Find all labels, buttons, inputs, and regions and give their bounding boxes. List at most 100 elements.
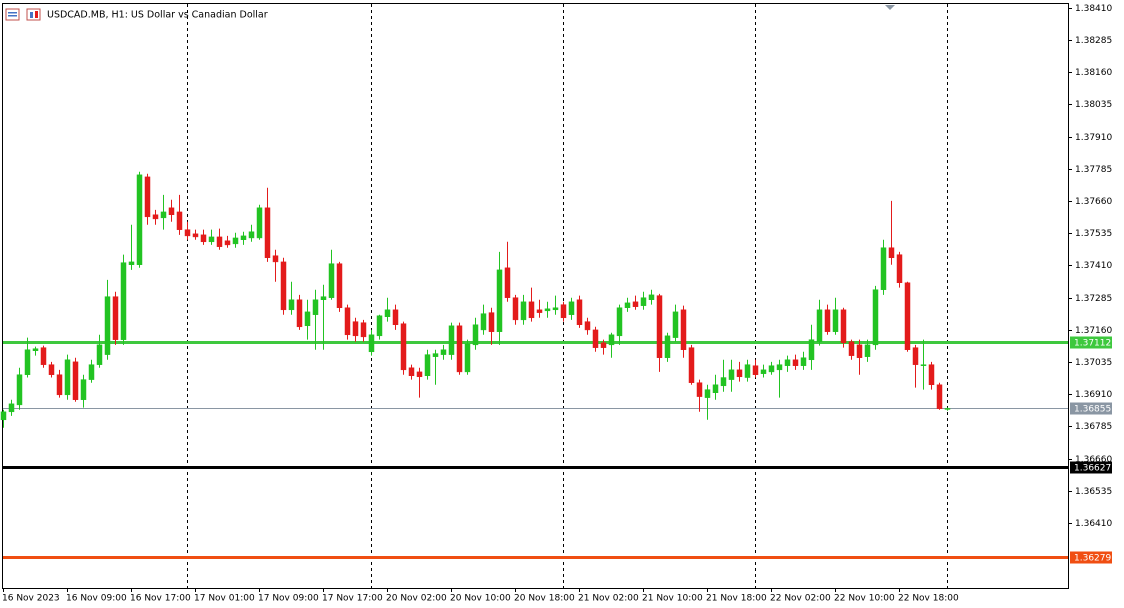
candle-body (528, 301, 535, 319)
candle-body (232, 237, 239, 245)
x-tick-label: 22 Nov 10:00 (834, 594, 895, 604)
candle-body (112, 296, 119, 340)
candle-body (0, 411, 7, 421)
candle-body (408, 367, 415, 376)
candle-body (496, 269, 503, 332)
candle-body (176, 211, 183, 230)
candle-body (936, 384, 943, 409)
candle-body (504, 267, 511, 298)
candle-body (424, 354, 431, 376)
candle-body (96, 344, 103, 365)
candle-body (920, 364, 927, 366)
x-tick-label: 17 Nov 17:00 (322, 594, 383, 604)
candle-body (648, 294, 655, 301)
candle-body (928, 364, 935, 386)
candle-body (320, 296, 327, 301)
candle-body (16, 374, 23, 406)
y-tick-label: 1.38285 (1075, 36, 1112, 46)
candle-body (384, 309, 391, 318)
level-label-box (1070, 402, 1112, 415)
candle-body (248, 231, 255, 239)
candle-body (712, 384, 719, 393)
x-tick-label: 21 Nov 02:00 (578, 594, 639, 604)
candle-body (808, 339, 815, 361)
y-tick-label: 1.38410 (1075, 4, 1112, 14)
y-tick-label: 1.38160 (1075, 68, 1112, 78)
candle-body (760, 369, 767, 374)
candle-body (768, 365, 775, 373)
candle-body (800, 357, 807, 366)
candle-body (136, 174, 143, 265)
level-label: 1.36855 (1074, 405, 1111, 415)
candle-body (568, 301, 575, 315)
candle-body (400, 323, 407, 371)
candle-body (352, 321, 359, 337)
y-tick-label: 1.38035 (1075, 100, 1112, 110)
candle-body (896, 254, 903, 283)
candle-body (824, 309, 831, 332)
candle-body (24, 349, 31, 375)
level-label: 1.36279 (1074, 554, 1111, 564)
y-tick-label: 1.37660 (1075, 197, 1112, 207)
x-tick-label: 22 Nov 18:00 (898, 594, 959, 604)
candle-body (792, 359, 799, 366)
candle-body (464, 343, 471, 373)
candle-body (208, 236, 215, 243)
candle-body (480, 313, 487, 331)
candle-body (48, 364, 55, 375)
candle-body (304, 311, 311, 327)
candle-body (840, 309, 847, 344)
candle-body (536, 309, 543, 313)
candle-body (616, 307, 623, 337)
y-tick-label: 1.36535 (1075, 487, 1112, 497)
candle-body (672, 311, 679, 338)
candle-body (104, 296, 111, 355)
y-tick-label: 1.36910 (1075, 390, 1112, 400)
candle-body (296, 299, 303, 328)
candle-body (152, 214, 159, 220)
day-separators (187, 4, 948, 588)
plot-border (2, 3, 1069, 589)
candle-body (416, 371, 423, 378)
candle-body (160, 211, 167, 219)
candle-body (656, 295, 663, 358)
icon (26, 8, 41, 21)
y-tick-label: 1.36410 (1075, 519, 1112, 529)
candle-body (216, 236, 223, 247)
x-tick-label: 21 Nov 10:00 (642, 594, 703, 604)
candle-body (728, 369, 735, 380)
candle-body (336, 263, 343, 308)
level-label: 1.36627 (1074, 464, 1111, 474)
candle-body (816, 309, 823, 342)
candle-body (64, 359, 71, 396)
candle-body (904, 282, 911, 350)
x-tick-label: 16 Nov 09:00 (66, 594, 127, 604)
candle-body (32, 348, 39, 352)
candle-body (344, 307, 351, 336)
candle-body (600, 342, 607, 348)
candle-body (744, 364, 751, 378)
candle-body (880, 247, 887, 290)
icon-part (8, 12, 17, 14)
candle-body (272, 255, 279, 263)
candle-body (696, 382, 703, 397)
candle-body (560, 304, 567, 319)
candle-body (520, 301, 527, 321)
candle-body (608, 334, 615, 346)
candle-body (432, 353, 439, 357)
candle-body (632, 301, 639, 307)
candle-body (832, 309, 839, 332)
x-tick-label: 16 Nov 17:00 (130, 594, 191, 604)
candle-body (472, 324, 479, 346)
candle-body (88, 364, 95, 380)
candle-body (888, 247, 895, 259)
candle-body (552, 307, 559, 311)
candle-body (368, 334, 375, 353)
icon (5, 8, 20, 21)
candle-body (392, 309, 399, 325)
candle-body (224, 240, 231, 246)
x-tick-label: 17 Nov 09:00 (258, 594, 319, 604)
level-label-box (1070, 551, 1112, 564)
candle-body (680, 309, 687, 350)
candle-body (488, 312, 495, 332)
